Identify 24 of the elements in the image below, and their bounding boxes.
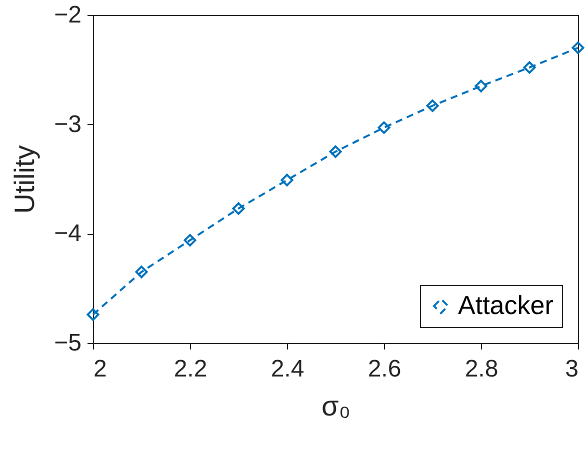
y-tick-label: −4 — [54, 220, 82, 248]
x-tick-label: 2.6 — [368, 356, 402, 382]
y-axis-title: Utility — [9, 145, 40, 214]
y-tick-label: −3 — [54, 110, 82, 138]
x-tick-label: 2 — [94, 356, 107, 382]
x-tick-label: 2.8 — [464, 356, 498, 382]
point — [232, 202, 245, 215]
x-tick-label: 2.2 — [174, 356, 208, 382]
legend-label: Attacker — [458, 290, 554, 320]
x-axis-title: σ₀ — [322, 390, 350, 422]
point — [572, 42, 584, 54]
point — [474, 80, 488, 92]
point — [329, 145, 342, 158]
x-tick-label: 3 — [565, 356, 578, 382]
point — [426, 100, 439, 112]
y-tick-label: −2 — [54, 2, 82, 28]
point — [378, 121, 390, 134]
point — [280, 174, 294, 186]
point — [86, 308, 100, 321]
x-tick-label: 2.4 — [270, 356, 304, 382]
point — [184, 234, 196, 246]
y-tick-label: −5 — [54, 330, 82, 356]
point — [135, 266, 148, 278]
point — [523, 61, 536, 74]
